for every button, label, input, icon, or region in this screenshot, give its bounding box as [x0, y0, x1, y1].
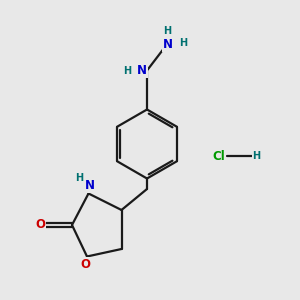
Text: H: H: [179, 38, 187, 48]
Text: O: O: [35, 218, 46, 232]
Text: H: H: [75, 173, 83, 183]
Text: O: O: [80, 258, 91, 272]
Text: H: H: [163, 26, 171, 36]
Text: H: H: [252, 151, 261, 161]
Text: N: N: [163, 38, 173, 52]
Text: N: N: [136, 64, 147, 77]
Text: H: H: [123, 65, 132, 76]
Text: N: N: [85, 178, 95, 192]
Text: Cl: Cl: [213, 149, 225, 163]
